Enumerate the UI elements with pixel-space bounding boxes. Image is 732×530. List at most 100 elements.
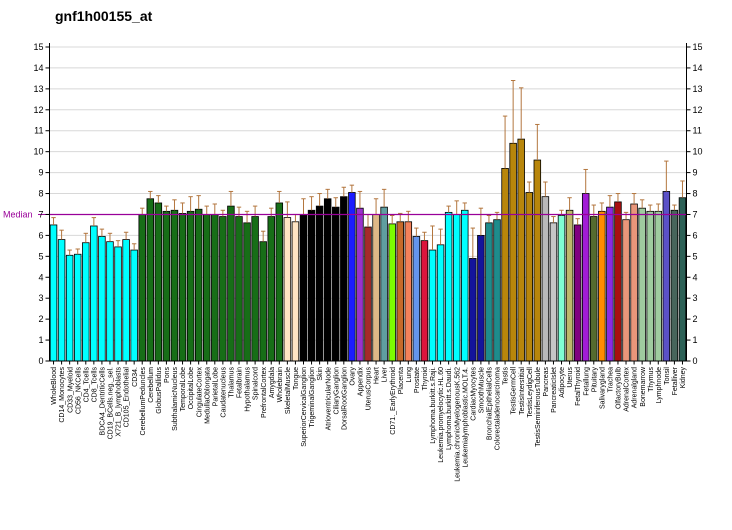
bar-CD8_Tcells xyxy=(90,225,98,362)
x-tick-label-CD71._EarlyErythroid: CD71._EarlyErythroid xyxy=(390,367,397,435)
x-tick-label-TrigeminalGanglion: TrigeminalGanglion xyxy=(309,367,316,428)
x-tick-label-TestisGermCell: TestisGermCell xyxy=(511,367,518,415)
bar-Pons xyxy=(162,210,171,362)
bar-SkeletalMuscle xyxy=(283,217,292,362)
bar-Prostate xyxy=(412,236,421,362)
median-label: Median xyxy=(3,209,33,219)
x-tick-label-SuperiorCervicalGanglion: SuperiorCervicalGanglion xyxy=(301,367,308,447)
y-tick-label-left: 6 xyxy=(38,230,43,240)
x-tick-label-Leukemia.promyelocytic.HL.60: Leukemia.promyelocytic.HL.60 xyxy=(438,367,445,463)
y-tick-label-left: 7 xyxy=(38,209,43,219)
bar-Ovary xyxy=(348,192,356,362)
bar-Pituitary xyxy=(590,216,598,362)
bar-Pancreas xyxy=(541,196,550,362)
y-tick-label-left: 9 xyxy=(38,168,43,178)
bar-CD14_Monocytes xyxy=(57,239,66,362)
y-tick-label-right: 0 xyxy=(693,356,698,366)
y-tick-label-right: 13 xyxy=(693,84,703,94)
bar-Wholebrain xyxy=(275,202,284,362)
x-tick-label-Leukemialymphoblastic.MOLT.4.: Leukemialymphoblastic.MOLT.4. xyxy=(462,367,469,468)
x-tick-label-GlobusPallidus: GlobusPallidus xyxy=(156,367,163,414)
x-tick-label-PancreaticIslet: PancreaticIslet xyxy=(551,367,558,413)
x-tick-label-CD33_Myeloid: CD33_Myeloid xyxy=(67,367,74,413)
bar-CD34. xyxy=(130,249,138,362)
x-tick-label-SubthalamicNucleus: SubthalamicNucleus xyxy=(172,367,179,431)
x-tick-label-CiliaryGanglion: CiliaryGanglion xyxy=(333,367,340,415)
bar-Kidney xyxy=(678,197,687,362)
y-tick-label-right: 14 xyxy=(693,63,703,73)
x-tick-label-Hypothalamus: Hypothalamus xyxy=(245,367,252,412)
bar-CD105_Endothelial xyxy=(122,239,130,362)
bar-Colorectaladenocarcinoma xyxy=(493,219,501,362)
bar-Leukemia.promyelocytic.HL.60 xyxy=(436,244,445,362)
bar-Fetallung xyxy=(581,193,590,362)
x-tick-label-Thymus: Thymus xyxy=(648,367,655,392)
bar-PancreaticIslet xyxy=(549,222,558,362)
bar-CerebellumPeduncles xyxy=(138,214,146,362)
bar-DorsalRootGanglion xyxy=(340,196,348,362)
bar-X721_B_lymphoblasts xyxy=(114,246,122,362)
y-tick-label-left: 13 xyxy=(33,84,43,94)
x-tick-label-TestisInterstitial: TestisInterstitial xyxy=(519,367,526,415)
x-tick-label-OlfactoryBulb: OlfactoryBulb xyxy=(616,367,623,409)
bar-Hypothalamus xyxy=(243,222,251,362)
chart-title: gnf1h00155_at xyxy=(55,8,153,24)
y-tick-label-right: 3 xyxy=(693,293,698,303)
bar-MedullaOblongata xyxy=(203,214,211,362)
bar-Fetalbrain xyxy=(235,216,243,362)
x-tick-label-CD34.: CD34. xyxy=(132,367,139,387)
y-tick-label-left: 3 xyxy=(38,293,43,303)
bar-Salivarygland xyxy=(598,210,606,362)
x-tick-label-BDCA4_DentriticCells: BDCA4_DentriticCells xyxy=(100,367,107,436)
x-tick-label-Spinalcord: Spinalcord xyxy=(253,367,260,400)
x-tick-label-Liver: Liver xyxy=(382,366,389,382)
y-tick-label-right: 7 xyxy=(693,209,698,219)
y-tick-label-right: 15 xyxy=(693,42,703,52)
bar-Leukemialymphoblastic.MOLT.4. xyxy=(461,209,469,362)
y-tick-label-right: 8 xyxy=(693,189,698,199)
x-tick-label-Thyroid: Thyroid xyxy=(422,367,429,390)
x-tick-label-CardiacMyocytes: CardiacMyocytes xyxy=(470,367,477,421)
bar-Lymphoma.burkitt.s.Raji. xyxy=(428,249,437,362)
bar-Fetalliver xyxy=(670,209,679,362)
y-tick-label-right: 9 xyxy=(693,168,698,178)
x-tick-label-CD105_Endothelial: CD105_Endothelial xyxy=(124,367,131,428)
bar-SuperiorCervicalGanglion xyxy=(299,214,308,362)
bar-Liver xyxy=(380,206,388,362)
bar-Thymus xyxy=(646,210,654,362)
x-tick-label-Skin: Skin xyxy=(317,367,324,381)
x-tick-label-CD19_BCells.neg._sel.: CD19_BCells.neg._sel. xyxy=(108,367,115,439)
bar-Lung xyxy=(404,221,413,362)
x-tick-label-Testis: Testis xyxy=(503,367,510,385)
bar-OlfactoryBulb xyxy=(614,201,622,362)
bar-TestisLeydigCell xyxy=(525,192,533,362)
x-tick-label-PrefrontalCortex: PrefrontalCortex xyxy=(261,367,268,418)
bar-GlobusPallidus xyxy=(154,202,163,362)
x-tick-label-CerebellumPeduncles: CerebellumPeduncles xyxy=(140,367,147,436)
x-tick-label-Lymphnode: Lymphnode xyxy=(656,367,663,403)
y-tick-label-right: 1 xyxy=(693,335,698,345)
x-tick-label-Kidney: Kidney xyxy=(680,367,687,389)
y-tick-label-left: 15 xyxy=(33,42,43,52)
bar-UterusCorpus xyxy=(364,226,372,362)
bar-BDCA4_DentriticCells xyxy=(98,236,106,362)
y-tick-label-right: 2 xyxy=(693,314,698,324)
x-tick-label-SkeletalMuscle: SkeletalMuscle xyxy=(285,367,292,414)
x-tick-label-SmoothMuscle: SmoothMuscle xyxy=(478,367,485,413)
bar-Cerebellum xyxy=(146,198,155,362)
x-tick-label-MedullaOblongata: MedullaOblongata xyxy=(204,367,211,424)
x-tick-label-OccipitalLobe: OccipitalLobe xyxy=(188,367,195,410)
x-tick-label-CingulateCortex: CingulateCortex xyxy=(196,367,203,418)
x-tick-label-WholeBlood: WholeBlood xyxy=(51,367,58,405)
bar-CardiacMyocytes xyxy=(469,258,477,362)
x-tick-label-Caudatenucleus: Caudatenucleus xyxy=(220,367,227,418)
bar-AdrenalCortex xyxy=(622,219,630,362)
x-tick-label-Adipocyte: Adipocyte xyxy=(559,367,566,398)
bar-Amygdala xyxy=(267,216,275,362)
bar-Adipocyte xyxy=(557,215,566,362)
x-tick-label-TemporalLobe: TemporalLobe xyxy=(180,367,187,411)
x-tick-label-Cerebellum: Cerebellum xyxy=(148,367,155,403)
bar-Thalamus xyxy=(227,205,235,362)
bar-WholeBlood xyxy=(49,224,58,362)
